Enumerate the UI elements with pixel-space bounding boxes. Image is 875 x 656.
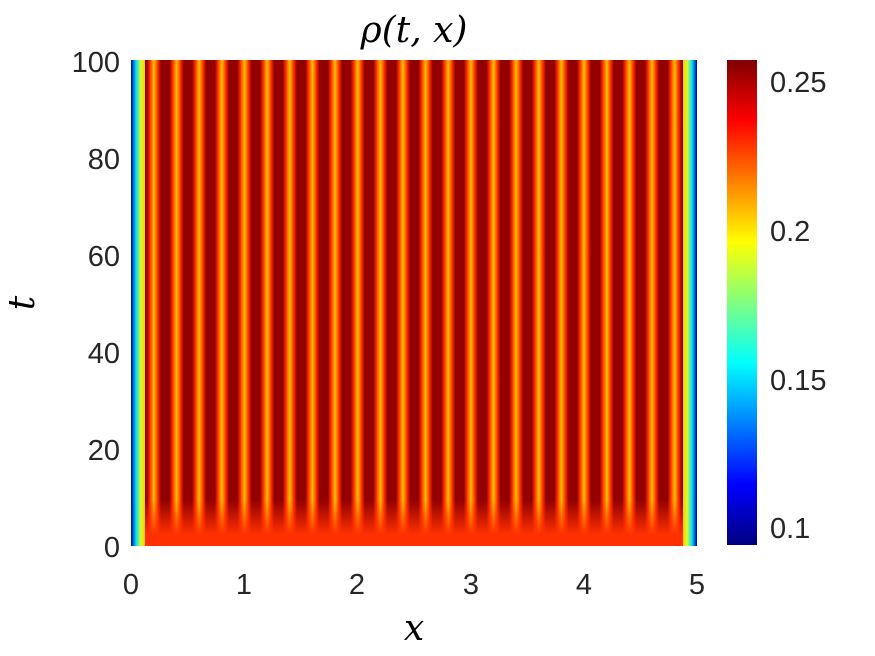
density-stripe bbox=[266, 60, 291, 546]
density-stripe bbox=[425, 60, 449, 546]
x-tick-label: 1 bbox=[236, 569, 252, 601]
density-stripe bbox=[402, 60, 426, 546]
y-tick-label: 0 bbox=[104, 532, 120, 564]
density-stripe bbox=[289, 60, 313, 546]
density-stripe bbox=[515, 60, 540, 546]
left-boundary-layer bbox=[131, 60, 145, 546]
density-stripe bbox=[244, 60, 268, 546]
density-stripe bbox=[198, 60, 223, 546]
density-stripe bbox=[221, 60, 245, 546]
density-stripe bbox=[606, 60, 630, 546]
x-tick-label: 4 bbox=[576, 569, 592, 601]
stripe-layer bbox=[131, 60, 697, 546]
density-stripe bbox=[561, 60, 585, 546]
density-stripe bbox=[176, 60, 200, 546]
density-stripe bbox=[447, 60, 472, 546]
colorbar: 0.1 0.15 0.2 0.25 bbox=[727, 60, 826, 545]
heatmap bbox=[131, 60, 697, 546]
density-stripe bbox=[651, 60, 675, 546]
colorbar-tick-label: 0.15 bbox=[770, 365, 826, 397]
colorbar-gradient bbox=[727, 60, 757, 545]
x-tick-label: 3 bbox=[463, 569, 479, 601]
initial-condition-band bbox=[131, 500, 697, 546]
y-tick-label: 20 bbox=[88, 435, 120, 467]
density-stripe bbox=[493, 60, 517, 546]
x-axis: 0 1 2 3 4 5 bbox=[123, 569, 705, 601]
density-stripe bbox=[629, 60, 653, 546]
colorbar-tick-label: 0.25 bbox=[770, 67, 826, 99]
colorbar-tick-label: 0.1 bbox=[770, 513, 810, 545]
y-tick-label: 60 bbox=[88, 241, 120, 273]
y-axis-label: t bbox=[2, 295, 43, 310]
density-stripe bbox=[583, 60, 608, 546]
right-boundary-layer bbox=[683, 60, 697, 546]
density-stripe bbox=[312, 60, 336, 546]
y-tick-label: 40 bbox=[88, 338, 120, 370]
y-tick-label: 80 bbox=[88, 144, 120, 176]
colorbar-tick-label: 0.2 bbox=[770, 216, 810, 248]
x-tick-label: 5 bbox=[689, 569, 705, 601]
y-axis: 0 20 40 60 80 100 bbox=[72, 47, 120, 564]
density-stripe bbox=[538, 60, 562, 546]
x-tick-label: 2 bbox=[349, 569, 365, 601]
x-axis-label: x bbox=[404, 608, 424, 649]
density-stripe bbox=[334, 60, 358, 546]
y-tick-label: 100 bbox=[72, 47, 120, 79]
density-stripe bbox=[470, 60, 494, 546]
chart-title: ρ(t, x) bbox=[360, 10, 468, 51]
density-stripe bbox=[153, 60, 177, 546]
x-tick-label: 0 bbox=[123, 569, 139, 601]
density-stripe bbox=[357, 60, 381, 546]
density-stripe bbox=[380, 60, 404, 546]
